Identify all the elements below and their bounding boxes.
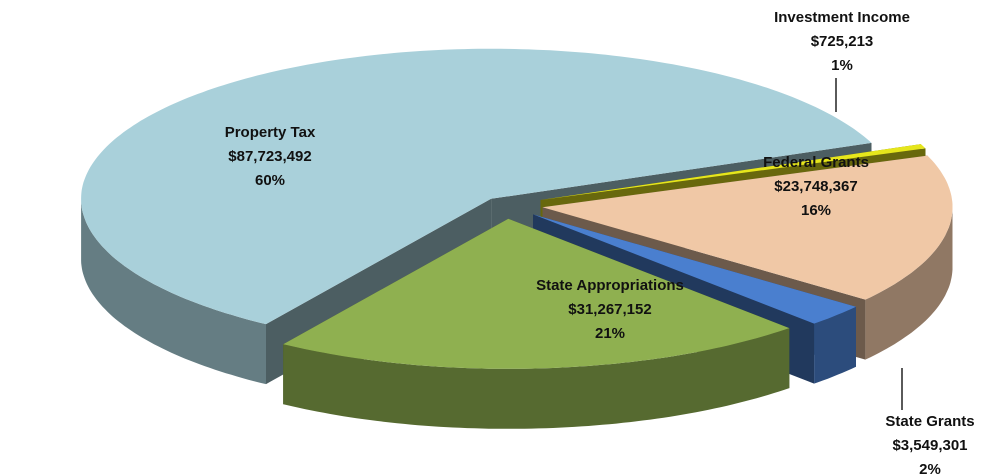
percent-label: 1%	[831, 57, 853, 74]
slice-label: Property Tax	[225, 124, 316, 141]
slice-label: State Grants	[885, 413, 974, 430]
slice-label: Federal Grants	[763, 154, 869, 171]
slice-side	[283, 328, 790, 429]
value-label: $31,267,152	[568, 301, 651, 318]
slice	[283, 218, 790, 369]
slice-side	[81, 198, 266, 385]
slice-side	[865, 204, 953, 360]
slice	[542, 155, 953, 300]
slice	[81, 48, 872, 325]
slice-side	[814, 306, 856, 384]
value-label: $23,748,367	[774, 178, 857, 195]
percent-label: 2%	[919, 461, 941, 476]
value-label: $725,213	[811, 33, 874, 50]
percent-label: 16%	[801, 202, 831, 219]
percent-label: 60%	[255, 172, 285, 189]
percent-label: 21%	[595, 325, 625, 342]
slice-label: State Appropriations	[536, 277, 684, 294]
slice	[533, 214, 856, 324]
slice-label: Investment Income	[774, 9, 910, 26]
value-label: $3,549,301	[892, 437, 967, 454]
slice	[540, 144, 926, 200]
value-label: $87,723,492	[228, 148, 311, 165]
